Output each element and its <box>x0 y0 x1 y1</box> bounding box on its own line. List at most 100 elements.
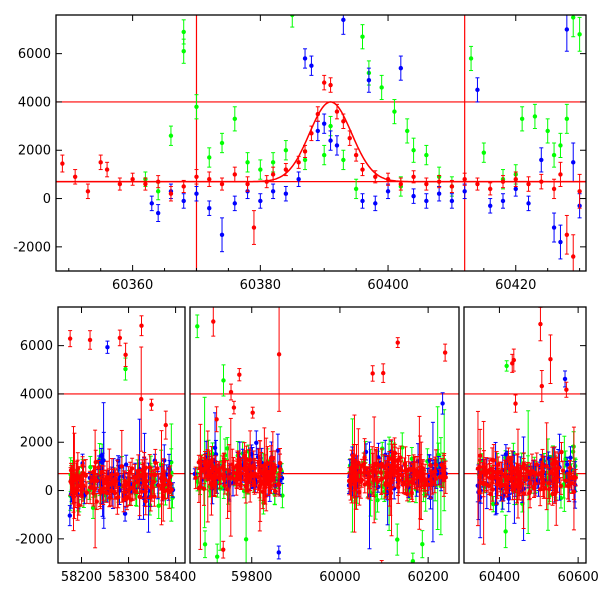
bottom-data-point <box>371 477 376 483</box>
bottom-data-point <box>195 324 200 329</box>
bottom-data-point <box>257 467 263 473</box>
bottom-data-point <box>192 471 197 477</box>
bottom-data-point <box>570 449 576 454</box>
bottom-data-point <box>408 467 414 473</box>
top-data-point <box>98 160 103 165</box>
bottom-data-point <box>212 484 217 489</box>
bottom-data-point <box>94 499 99 504</box>
top-data-point <box>347 135 352 141</box>
bottom-data-point <box>212 445 218 451</box>
top-data-point <box>539 157 544 163</box>
top-data-point <box>245 160 250 165</box>
top-data-point <box>513 186 518 192</box>
top-plot-frame <box>55 14 587 272</box>
bottom-data-point <box>540 469 546 475</box>
bottom-data-point <box>105 345 110 350</box>
bottom-subpanel-1 <box>190 307 459 581</box>
top-data-point <box>309 63 314 68</box>
bottom-data-point <box>114 472 120 477</box>
bottom-data-point <box>115 458 121 463</box>
bottom-y-tick-label: 0 <box>45 484 53 499</box>
top-data-point <box>449 198 455 204</box>
top-data-point <box>328 123 333 129</box>
top-data-point <box>219 232 225 237</box>
bottom-data-point <box>140 467 145 473</box>
bottom-data-point <box>91 491 96 496</box>
bottom-data-point <box>246 474 251 479</box>
bottom-data-point <box>366 574 370 578</box>
bottom-data-point <box>101 478 106 483</box>
bottom-data-point <box>568 455 573 460</box>
bottom-data-point <box>222 459 227 464</box>
top-data-point <box>558 239 563 245</box>
bottom-data-point <box>139 396 144 402</box>
top-data-point <box>475 181 480 187</box>
top-data-point <box>328 138 333 143</box>
bottom-data-point <box>228 475 233 480</box>
top-data-point <box>488 203 493 208</box>
bottom-data-point <box>163 422 168 428</box>
bottom-data-point <box>168 481 173 486</box>
top-data-point <box>526 201 531 206</box>
bottom-data-point <box>252 483 257 488</box>
bottom-data-point <box>83 473 88 478</box>
top-data-point <box>551 186 557 192</box>
bottom-data-point <box>374 461 380 467</box>
bottom-x-tick-label: 60000 <box>319 570 360 585</box>
bottom-data-point <box>548 357 553 362</box>
bottom-data-point <box>548 469 554 475</box>
bottom-data-point <box>196 460 202 465</box>
top-data-point <box>564 27 570 32</box>
bottom-data-point <box>391 577 395 581</box>
bottom-data-point <box>214 417 219 422</box>
bottom-data-point <box>521 491 526 496</box>
bottom-data-point <box>381 464 387 470</box>
top-data-point <box>513 177 518 182</box>
bottom-subpanel-2 <box>464 307 586 549</box>
bottom-data-point <box>381 370 386 376</box>
bottom-data-point <box>509 464 515 470</box>
bottom-data-point <box>123 462 129 467</box>
top-data-point <box>296 177 301 182</box>
bottom-data-point <box>260 489 265 494</box>
bottom-data-point <box>395 340 400 345</box>
bottom-data-point <box>80 463 85 468</box>
top-y-tick-label: 0 <box>43 192 51 207</box>
top-data-point <box>398 181 404 187</box>
top-data-point <box>577 189 582 194</box>
bottom-data-point <box>523 474 528 479</box>
top-data-point <box>341 119 346 124</box>
bottom-subpanel-0 <box>58 315 185 549</box>
bottom-data-point <box>97 488 103 493</box>
bottom-data-point <box>88 464 93 470</box>
bottom-data-point <box>96 465 101 470</box>
top-data-point <box>168 133 174 138</box>
top-data-point <box>564 232 570 237</box>
bottom-data-point <box>217 476 222 482</box>
top-data-point <box>283 148 289 153</box>
bottom-data-point <box>69 478 75 483</box>
bottom-data-point <box>558 483 564 489</box>
top-data-point <box>334 109 340 114</box>
bottom-data-point <box>477 453 483 458</box>
top-data-point <box>321 152 327 158</box>
bottom-data-point <box>127 486 133 491</box>
bottom-x-tick-label: 60400 <box>479 570 520 585</box>
top-data-point <box>571 160 576 165</box>
top-data-point <box>341 17 346 23</box>
bottom-data-point <box>482 465 488 470</box>
top-data-point <box>360 198 365 204</box>
bottom-data-point <box>409 490 414 496</box>
bottom-data-point <box>236 459 241 464</box>
bottom-data-point <box>362 455 367 460</box>
bottom-data-point <box>261 481 266 487</box>
bottom-data-point <box>266 480 271 486</box>
bottom-data-point <box>404 468 409 474</box>
top-data-point <box>341 157 346 163</box>
bottom-data-point <box>193 475 198 481</box>
bottom-data-point <box>569 480 575 486</box>
bottom-subpanel-frame <box>189 306 460 564</box>
bottom-data-point <box>564 387 569 392</box>
top-data-point <box>207 155 212 160</box>
top-data-point <box>360 34 365 39</box>
